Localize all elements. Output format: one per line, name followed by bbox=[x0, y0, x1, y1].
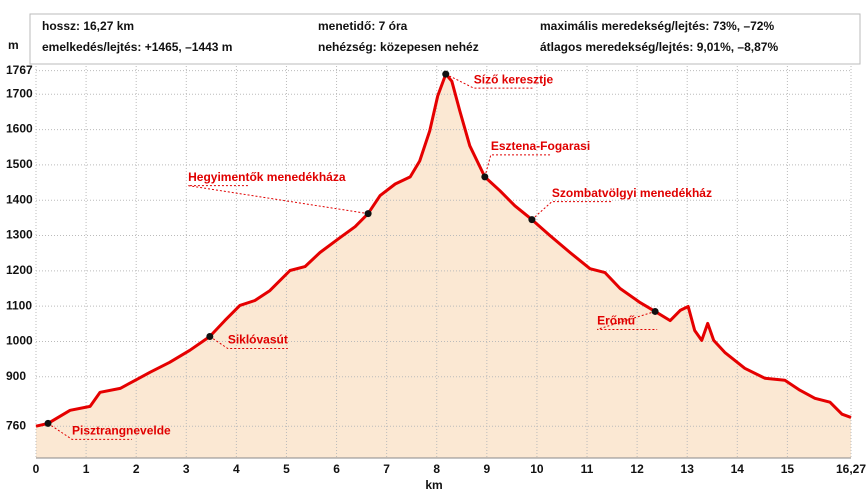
y-tick-label: 760 bbox=[6, 418, 26, 432]
elevation-area bbox=[36, 74, 851, 458]
elevation-line bbox=[35, 72, 852, 428]
leader-line bbox=[209, 336, 288, 350]
x-axis-label: km bbox=[425, 478, 442, 492]
waypoint-label: Siklóvasút bbox=[228, 333, 288, 347]
waypoint bbox=[44, 419, 52, 427]
leader-line bbox=[531, 201, 612, 220]
y-tick-label: 1000 bbox=[6, 334, 33, 348]
header-item: menetidő: 7 óra bbox=[318, 19, 408, 33]
x-tick-label: 14 bbox=[731, 462, 745, 476]
waypoint bbox=[651, 307, 659, 315]
x-tick-label: 13 bbox=[681, 462, 695, 476]
x-tick-label: 0 bbox=[33, 462, 40, 476]
leader-line bbox=[596, 310, 658, 330]
waypoint-label: Szombatvölgyi menedékház bbox=[552, 186, 712, 200]
x-tick-label: 11 bbox=[581, 462, 594, 476]
x-tick-label: 15 bbox=[781, 462, 795, 476]
header-item: emelkedés/lejtés: +1465, –1443 m bbox=[42, 40, 232, 54]
x-tick-label: 7 bbox=[383, 462, 390, 476]
waypoint bbox=[206, 333, 214, 341]
waypoint bbox=[481, 173, 489, 181]
waypoint-label: Síző keresztje bbox=[474, 72, 554, 86]
y-tick-label: 900 bbox=[6, 369, 26, 383]
x-tick-label: 4 bbox=[233, 462, 240, 476]
y-tick-label: 1500 bbox=[6, 157, 33, 171]
waypoint-label: Erőmű bbox=[597, 314, 635, 328]
x-tick-label: 3 bbox=[183, 462, 190, 476]
x-tick-label: 6 bbox=[333, 462, 340, 476]
y-tick-label: 1400 bbox=[6, 192, 33, 206]
leader-line bbox=[47, 422, 133, 440]
y-tick-label: 1600 bbox=[6, 122, 33, 136]
waypoint-label: Pisztrangnevelde bbox=[72, 424, 171, 438]
leader-line bbox=[188, 185, 369, 215]
waypoint bbox=[442, 70, 450, 78]
y-tick-label: 1200 bbox=[6, 263, 33, 277]
x-tick-label: 12 bbox=[630, 462, 644, 476]
waypoint-label: Esztena-Fogarasi bbox=[491, 139, 590, 153]
x-tick-label: 8 bbox=[433, 462, 440, 476]
x-tick-label: 1 bbox=[83, 462, 90, 476]
x-tick-label: 10 bbox=[530, 462, 544, 476]
x-tick-label: 2 bbox=[133, 462, 140, 476]
y-tick-label: 1100 bbox=[6, 298, 32, 312]
header-item: maximális meredekség/lejtés: 73%, –72% bbox=[540, 19, 774, 33]
y-tick-label: 1767 bbox=[6, 63, 33, 77]
y-tick-label: 1700 bbox=[6, 86, 33, 100]
x-tick-label: 5 bbox=[283, 462, 290, 476]
header-box bbox=[29, 13, 861, 65]
header-item: átlagos meredekség/lejtés: 9,01%, –8,87% bbox=[540, 40, 778, 54]
waypoint-label: Hegyimentők menedékháza bbox=[188, 170, 346, 184]
header-item: hossz: 16,27 km bbox=[42, 19, 134, 33]
waypoint bbox=[364, 210, 372, 218]
waypoint bbox=[528, 216, 536, 224]
y-tick-label: 1300 bbox=[6, 228, 33, 242]
y-axis-label: m bbox=[8, 38, 19, 52]
header-item: nehézség: közepesen nehéz bbox=[318, 40, 479, 54]
leader-line bbox=[484, 154, 551, 178]
x-tick-label: 9 bbox=[483, 462, 490, 476]
x-tick-label: 16,27 bbox=[836, 462, 866, 476]
